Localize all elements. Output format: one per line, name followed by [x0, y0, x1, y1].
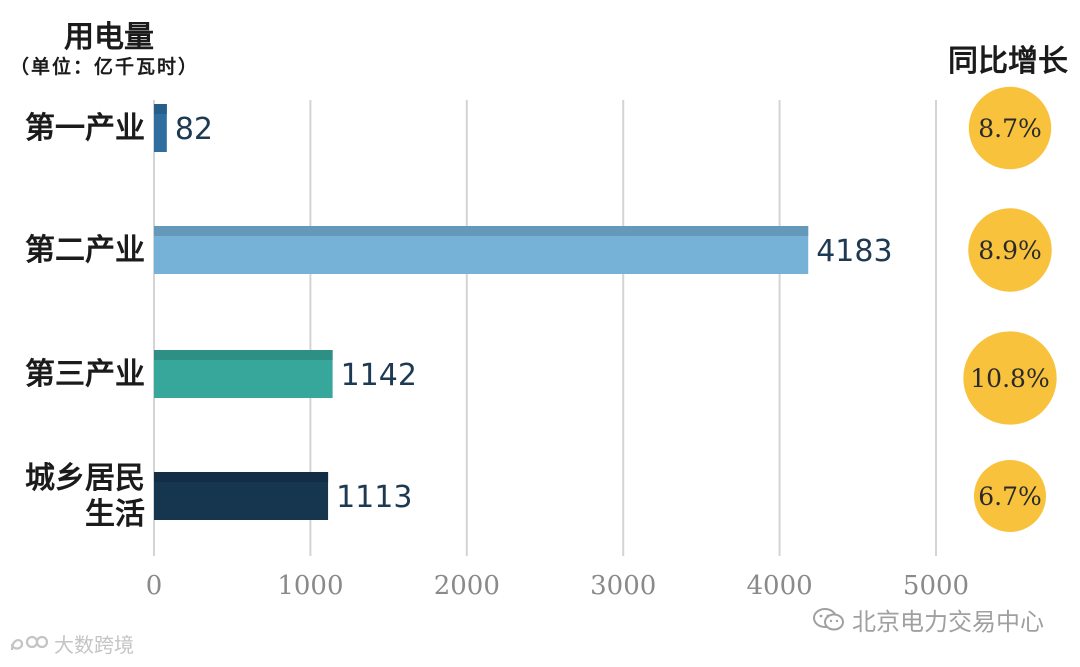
bar-top-band [154, 104, 167, 114]
x-tick-label: 5000 [903, 571, 969, 601]
growth-label: 10.8% [970, 364, 1049, 393]
watermark-left: 大数跨境 [8, 629, 134, 661]
data-label: 4183 [816, 234, 892, 269]
x-tick-label: 2000 [434, 571, 500, 601]
category-label: 第二产业 [25, 233, 145, 268]
category-label: 第三产业 [25, 357, 145, 392]
data-label: 1113 [336, 480, 412, 515]
bar-top-band [154, 350, 333, 360]
watermark-right-text: 北京电力交易中心 [852, 608, 1044, 636]
growth-bubble [974, 460, 1046, 532]
category-label: 城乡居民 [25, 461, 145, 496]
unit-label: （单位：亿千瓦时） [10, 56, 200, 78]
growth-label: 6.7% [978, 482, 1042, 511]
growth-label: 8.7% [978, 114, 1042, 143]
growth-bubble [968, 86, 1052, 170]
growth-label: 8.9% [978, 236, 1042, 265]
x-tick-label: 0 [146, 571, 163, 601]
wechat-icon [812, 607, 846, 639]
data-label: 82 [175, 112, 213, 147]
x-tick-label: 1000 [277, 571, 343, 601]
category-label: 生活 [85, 497, 145, 532]
growth-bubble [963, 331, 1057, 425]
x-tick-label: 3000 [590, 571, 656, 601]
growth-bubble [968, 208, 1052, 292]
x-tick-label: 4000 [747, 571, 813, 601]
watermark-right: 北京电力交易中心 [812, 602, 1044, 639]
bar-top-band [154, 226, 809, 236]
watermark-left-text: 大数跨境 [54, 633, 134, 657]
data-label: 1142 [341, 358, 417, 393]
category-label: 第一产业 [25, 111, 145, 146]
logo-icon [8, 632, 49, 661]
y-axis-title: 用电量 [64, 20, 154, 55]
bar-top-band [154, 472, 329, 482]
growth-title: 同比增长 [948, 44, 1068, 79]
bar [154, 104, 167, 152]
